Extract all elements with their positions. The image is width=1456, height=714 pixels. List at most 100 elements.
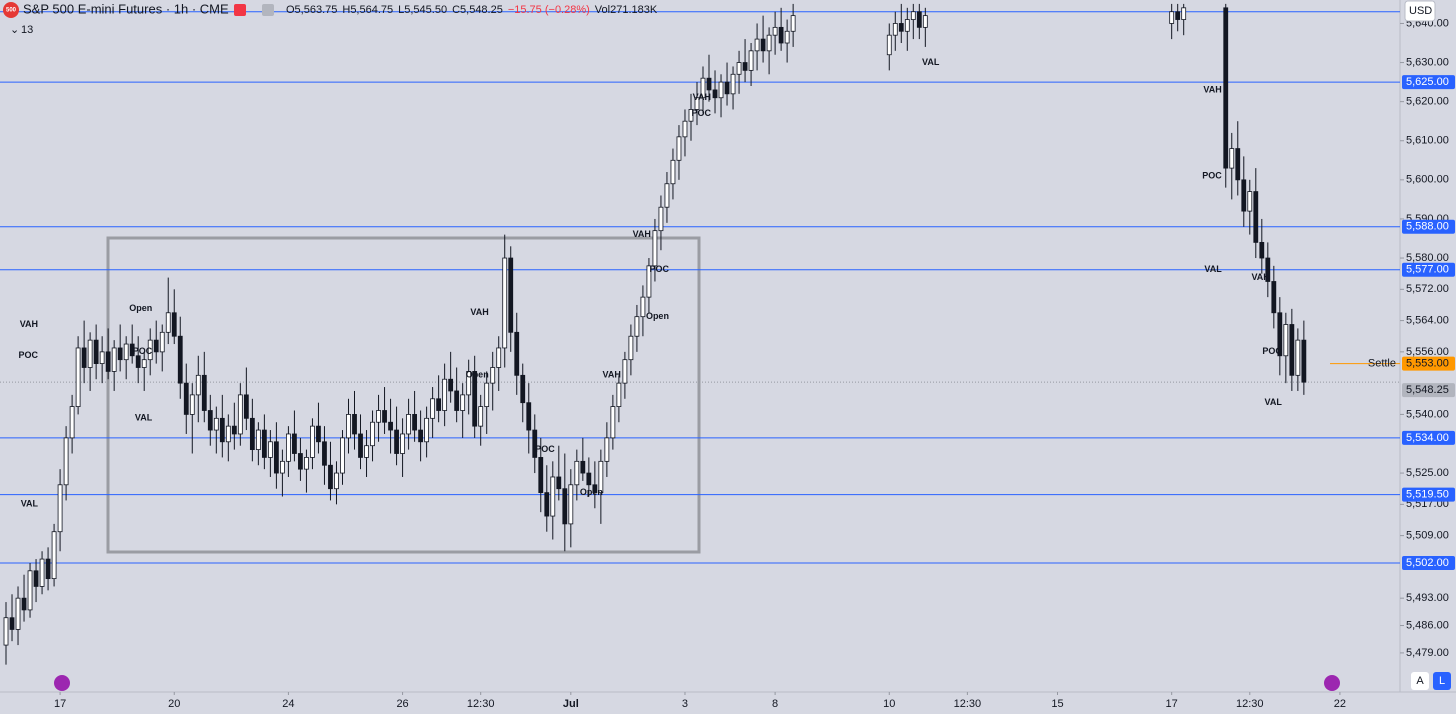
profile-annotation: VAH — [1203, 84, 1221, 94]
ohlc-value: −15.75 (−0.28%) — [508, 4, 590, 16]
log-label[interactable]: L — [1439, 675, 1445, 687]
candle-body — [33, 570, 39, 587]
auto-label[interactable]: A — [1416, 675, 1424, 687]
y-tick-label: 5,572.00 — [1406, 283, 1449, 295]
candle-body — [243, 394, 249, 419]
candle-body — [760, 38, 766, 52]
candle-body — [394, 429, 399, 454]
candle-body — [1301, 339, 1307, 383]
candle-body — [574, 460, 580, 486]
currency[interactable]: USD — [1409, 5, 1432, 17]
settle-name: Settle — [1368, 357, 1396, 369]
candle-body — [153, 339, 159, 353]
x-tick-label: 3 — [682, 698, 688, 710]
candle-body — [171, 312, 177, 337]
settle-label: 5,553.00 — [1406, 357, 1449, 369]
candle-body — [430, 398, 436, 419]
candle-body — [1259, 241, 1265, 259]
candle-body — [273, 441, 279, 474]
candle-body — [304, 457, 309, 470]
candle-body — [538, 457, 544, 494]
currency-box[interactable] — [1404, 0, 1436, 22]
candle-body — [688, 109, 694, 122]
candle-body — [183, 382, 189, 415]
candle-body — [898, 23, 904, 32]
candle-body — [610, 406, 616, 439]
level-tag — [1402, 75, 1455, 90]
event-icon[interactable] — [54, 675, 70, 691]
candle-body — [334, 472, 339, 490]
candle-body — [1277, 312, 1283, 357]
logo-badge — [3, 2, 19, 18]
candle-body — [778, 26, 784, 44]
candle-body — [616, 382, 622, 407]
candle-body — [292, 433, 297, 454]
flag[interactable] — [234, 4, 246, 16]
log-button[interactable] — [1433, 672, 1451, 690]
candle-body — [586, 472, 592, 486]
candle-body — [508, 257, 514, 333]
x-tick-label: 24 — [282, 698, 294, 710]
level-tag — [1402, 430, 1455, 445]
candle-body — [135, 355, 141, 368]
candle-body — [502, 257, 508, 349]
x-tick-label: 15 — [1051, 698, 1063, 710]
candle-body — [442, 378, 448, 411]
indicator-count[interactable]: 13 — [21, 24, 33, 36]
x-tick-label: 17 — [54, 698, 66, 710]
candle-body — [400, 433, 405, 454]
candle-body — [496, 347, 502, 368]
candle-body — [418, 429, 424, 443]
candle-body — [448, 378, 454, 392]
candle-body — [916, 11, 922, 28]
candle-body — [484, 382, 490, 407]
candle-body — [520, 374, 526, 404]
candle-body — [454, 390, 460, 411]
candle-body — [261, 429, 267, 458]
candle-body — [1289, 324, 1295, 376]
candle-body — [201, 374, 207, 411]
x-tick-label: 22 — [1334, 698, 1346, 710]
x-tick-label: 20 — [168, 698, 180, 710]
candle-body — [748, 50, 754, 71]
profile-annotation: VAH — [693, 92, 711, 102]
candle-body — [1253, 191, 1259, 243]
y-tick-label: 5,600.00 — [1406, 174, 1449, 186]
x-tick-label: Jul — [563, 698, 579, 710]
candle-body — [556, 476, 562, 490]
y-tick-label: 5,486.00 — [1406, 619, 1449, 631]
ohlc: O5,563.75 H5,564.75 L5,545.50 C5,548.25 −15.… — [286, 4, 658, 16]
candle-body — [598, 460, 604, 494]
candle-body — [69, 406, 75, 439]
candle-body — [466, 371, 472, 396]
x-tick-label: 26 — [396, 698, 408, 710]
compare[interactable] — [262, 4, 274, 16]
candle-body — [213, 417, 219, 431]
candle-body — [75, 347, 81, 407]
profile-annotation: Open — [129, 303, 152, 313]
profile-annotation: Open — [466, 370, 489, 380]
symbol-title[interactable]: S&P 500 E-mini Futures · 1h · CME — [23, 1, 229, 16]
candle-body — [15, 597, 21, 630]
auto-button[interactable] — [1411, 672, 1429, 690]
candle-body — [634, 316, 640, 337]
candle-body — [280, 460, 285, 474]
y-tick-label: 5,630.00 — [1406, 56, 1449, 68]
candle-body — [460, 394, 466, 411]
candle-body — [165, 312, 171, 333]
candle-body — [1283, 324, 1289, 357]
x-tick-label: 12:30 — [1236, 698, 1264, 710]
collapse[interactable]: ⌄ — [10, 24, 19, 36]
candle-body — [99, 351, 105, 364]
candle-body — [550, 476, 556, 517]
ohlc-value: C5,548.25 — [452, 4, 503, 16]
candle-body — [9, 617, 15, 630]
profile-annotation: VAH — [1251, 272, 1269, 282]
candle-body — [141, 359, 147, 368]
candle-body — [436, 398, 442, 411]
level-label: 5,502.00 — [1406, 557, 1449, 569]
candle-body — [670, 159, 676, 185]
candle-body — [646, 265, 652, 298]
event-icon[interactable] — [1324, 675, 1340, 691]
